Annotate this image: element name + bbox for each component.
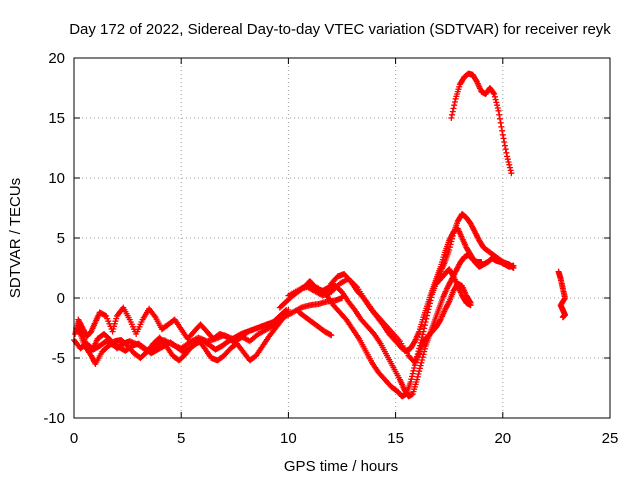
data-point (494, 105, 501, 111)
y-tick-label: 15 (48, 110, 65, 127)
series-track-k (448, 70, 515, 177)
data-point (421, 322, 428, 329)
x-axis-label: GPS time / hours (284, 458, 398, 475)
data-point (501, 142, 508, 149)
data-point (499, 127, 506, 134)
data-point (449, 108, 456, 115)
x-tick-label: 15 (387, 430, 404, 447)
x-tick-label: 10 (280, 430, 297, 447)
data-point (478, 259, 485, 265)
data-point (506, 161, 513, 168)
y-tick-label: 0 (57, 290, 65, 307)
data-point (491, 91, 498, 97)
data-point (495, 107, 502, 114)
data-point (420, 351, 427, 358)
data-point (426, 303, 433, 310)
data-point (426, 300, 433, 307)
data-point (418, 359, 425, 366)
data-point (427, 297, 434, 304)
data-point (449, 233, 456, 239)
data-point (419, 357, 426, 363)
data-point (421, 325, 428, 332)
data-point (409, 370, 416, 377)
data-point (408, 376, 415, 383)
y-axis-label: SDTVAR / TECUs (7, 178, 24, 298)
series-track-j (296, 309, 335, 339)
data-point (428, 294, 435, 301)
data-point (496, 115, 503, 122)
x-tick-label: 5 (177, 430, 185, 447)
data-point (449, 235, 456, 242)
chart-title: Day 172 of 2022, Sidereal Day-to-day VTE… (69, 21, 611, 38)
data-point (505, 159, 512, 165)
data-point (500, 135, 507, 142)
series-track-g (285, 251, 485, 400)
data-point (328, 332, 335, 339)
data-point (411, 365, 418, 371)
data-point (416, 365, 423, 372)
data-point (501, 139, 508, 145)
data-point (496, 111, 503, 118)
x-tick-label: 0 (70, 430, 78, 447)
data-point (499, 131, 506, 138)
y-tick-label: -5 (52, 350, 65, 367)
y-tick-label: 20 (48, 50, 65, 67)
data-point (449, 111, 456, 118)
grid-lines (74, 58, 610, 418)
data-point (425, 306, 432, 313)
data-point (502, 146, 509, 153)
data-point (423, 315, 430, 322)
data-point (467, 302, 474, 309)
data-point (414, 376, 421, 383)
data-point (498, 123, 505, 130)
data-point (507, 167, 514, 174)
data-point (419, 331, 426, 338)
data-point (422, 319, 429, 325)
data-point (491, 93, 498, 100)
data-point (416, 368, 423, 375)
x-tick-label: 20 (494, 430, 511, 447)
data-point (409, 373, 416, 380)
data-point (493, 99, 500, 106)
data-point (508, 170, 515, 177)
data-point (504, 156, 511, 163)
data-point (419, 354, 426, 361)
plot-area (71, 70, 568, 400)
data-point (490, 90, 497, 96)
axis-ticks: 0 5 10 15 20 25 -10 -5 0 5 10 15 20 (43, 50, 618, 447)
data-point (504, 153, 511, 160)
data-point (448, 238, 455, 245)
data-point (446, 247, 453, 253)
data-point (446, 244, 453, 251)
data-point (447, 241, 454, 248)
data-point (417, 362, 424, 369)
data-point (448, 115, 455, 121)
data-point (494, 102, 501, 109)
series-track-l (555, 268, 568, 321)
data-point (424, 309, 431, 316)
x-tick-label: 25 (602, 430, 619, 447)
data-point (451, 99, 458, 105)
y-tick-label: 10 (48, 170, 65, 187)
data-point (510, 265, 517, 271)
data-point (420, 328, 427, 335)
data-point (497, 119, 504, 126)
data-point (503, 149, 510, 156)
data-point (450, 105, 457, 112)
y-tick-label: -10 (43, 410, 65, 427)
data-point (506, 164, 513, 171)
data-point (451, 102, 458, 109)
series-track-i (433, 266, 474, 309)
data-point (559, 314, 566, 321)
series-track-f (298, 211, 517, 400)
data-point (492, 96, 499, 103)
data-point (415, 371, 422, 377)
data-point (424, 312, 431, 319)
data-point (407, 379, 414, 385)
data-point (414, 373, 421, 380)
data-point (410, 367, 417, 374)
y-tick-label: 5 (57, 230, 65, 247)
